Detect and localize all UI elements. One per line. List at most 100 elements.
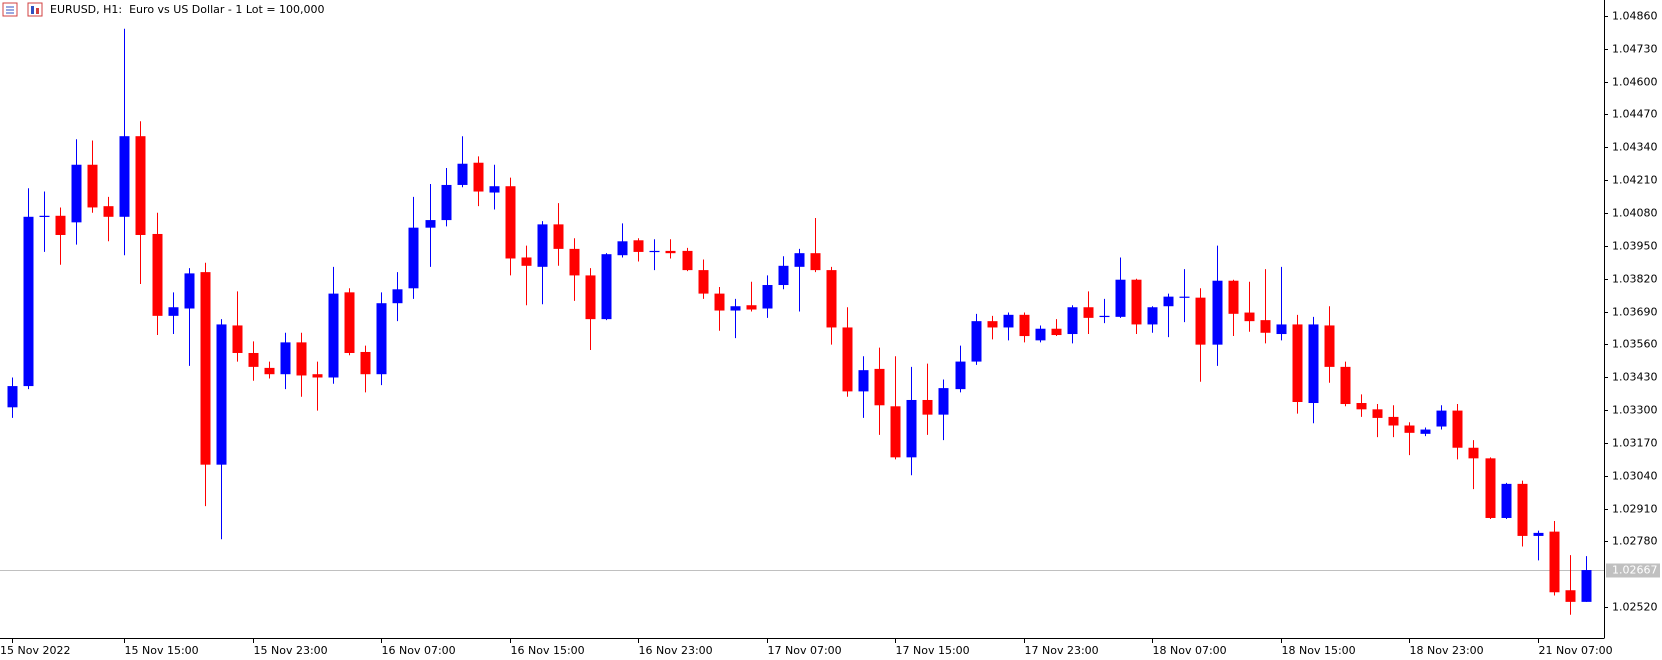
candle-body (1179, 296, 1190, 298)
candle-body (408, 227, 419, 289)
candle-body (714, 293, 725, 311)
candle-body (1244, 312, 1255, 322)
candle-body (1276, 324, 1287, 335)
candle-body (1549, 531, 1560, 593)
y-tick-label: 1.03300 (1612, 404, 1658, 417)
candle-body (119, 136, 130, 217)
candle-body (987, 321, 998, 328)
candle-body (842, 327, 853, 392)
x-tick-label: 15 Nov 2022 (0, 644, 70, 657)
candle-body (457, 163, 468, 185)
x-tick-label: 18 Nov 15:00 (1282, 644, 1356, 657)
candle-body (633, 240, 644, 252)
y-tick-label: 1.04600 (1612, 76, 1658, 89)
candle-body (1051, 328, 1062, 336)
candle-body (360, 351, 371, 375)
candle-body (730, 306, 741, 311)
candle-body (746, 305, 757, 310)
x-tick-label: 16 Nov 23:00 (639, 644, 713, 657)
icon-bar (36, 8, 39, 14)
candle-body (103, 206, 114, 217)
candle-body (135, 136, 146, 235)
candle-body (7, 386, 18, 408)
candle-body (489, 186, 500, 193)
candle-body (232, 325, 243, 353)
candle-body (152, 233, 163, 316)
candle-body (858, 370, 869, 392)
candle-body (200, 272, 211, 465)
candle-body (826, 270, 837, 328)
y-tick-label: 1.03430 (1612, 371, 1658, 384)
candle-body (810, 253, 821, 271)
candle-body (1356, 403, 1367, 410)
candle-body (264, 367, 275, 375)
candle-body (1517, 483, 1528, 536)
candle-body (248, 352, 259, 367)
candle-body (1019, 314, 1030, 337)
candle-body (441, 184, 452, 221)
y-tick-label: 1.03690 (1612, 306, 1658, 319)
candle-body (874, 368, 885, 406)
x-tick-label: 17 Nov 15:00 (896, 644, 970, 657)
candle-body (1083, 307, 1094, 318)
candle-body (553, 224, 564, 249)
candle-body (569, 248, 580, 276)
x-tick-label: 17 Nov 07:00 (768, 644, 842, 657)
x-tick-label: 17 Nov 23:00 (1025, 644, 1099, 657)
y-tick-label: 1.04080 (1612, 207, 1658, 220)
candle-body (1115, 279, 1126, 317)
candle-body (585, 275, 596, 320)
x-tick-label: 18 Nov 23:00 (1410, 644, 1484, 657)
candle-body (617, 241, 628, 256)
symbol-icons (2, 2, 43, 17)
candle-body (473, 162, 484, 192)
y-tick-label: 1.04470 (1612, 108, 1658, 121)
y-tick-label: 1.03560 (1612, 338, 1658, 351)
candle-body (601, 254, 612, 320)
candle-body (1035, 328, 1046, 341)
candle-body (1485, 458, 1496, 518)
y-tick-label: 1.04730 (1612, 43, 1658, 56)
candle-body (1420, 429, 1431, 434)
icon-bar (31, 6, 34, 14)
candle-body (1452, 410, 1463, 448)
candle-body (1581, 570, 1592, 602)
candle-body (649, 250, 660, 253)
candle-body (23, 216, 34, 387)
y-tick-label: 1.04340 (1612, 141, 1658, 154)
candle-body (39, 215, 50, 217)
candle-body (55, 215, 66, 235)
y-tick-label: 1.03170 (1612, 437, 1658, 450)
candle-body (1067, 307, 1078, 335)
candle-body (184, 273, 195, 309)
candle-body (280, 342, 291, 375)
candle-body (296, 342, 307, 376)
candle-body (1147, 307, 1158, 325)
candle-body (1324, 325, 1335, 367)
candle-body (1533, 532, 1544, 536)
candle-body (1501, 483, 1512, 518)
candle-body (1388, 416, 1399, 426)
candle-body (1340, 366, 1351, 405)
candle-body (87, 164, 98, 208)
candle-body (392, 289, 403, 304)
candle-body (698, 270, 709, 294)
candle-body (1308, 324, 1319, 404)
candle-body (1292, 324, 1303, 403)
candle-body (762, 285, 773, 309)
candle-body (1099, 315, 1110, 318)
y-tick-label: 1.04860 (1612, 10, 1658, 23)
candle-body (1163, 296, 1174, 307)
candle-body (537, 224, 548, 267)
candle-body (344, 292, 355, 353)
candle-body (1565, 590, 1576, 602)
candle-body (376, 303, 387, 375)
candle-body (1003, 314, 1014, 328)
candle-body (778, 265, 789, 286)
x-tick-label: 15 Nov 23:00 (254, 644, 328, 657)
candle-body (1404, 425, 1415, 433)
candle-body (922, 399, 933, 415)
candle-body (1372, 409, 1383, 418)
candle-body (682, 250, 693, 271)
